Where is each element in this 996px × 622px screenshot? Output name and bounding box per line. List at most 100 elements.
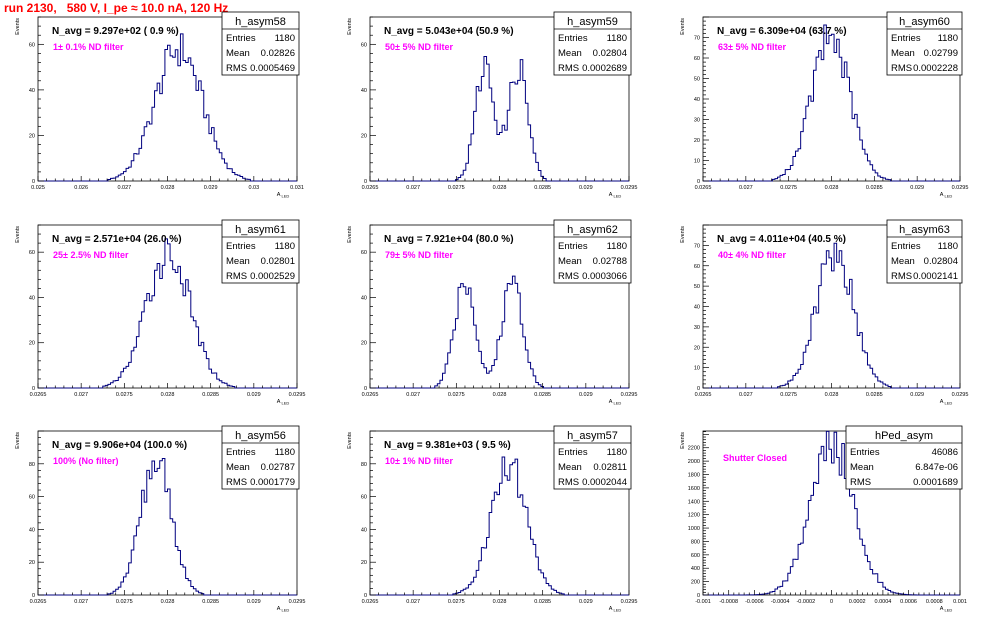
x-tick-label: 0.0275 <box>780 392 797 398</box>
x-tick-label: 0.029 <box>910 185 924 191</box>
stats-box-frame <box>221 425 300 490</box>
stats-box-frame <box>886 11 963 76</box>
y-axis-title: Events <box>15 432 21 449</box>
x-tick-label: 0.0285 <box>202 392 219 398</box>
y-tick-label: 60 <box>361 495 367 501</box>
y-tick-label: 30 <box>694 325 700 331</box>
y-tick-label: 1200 <box>688 513 700 519</box>
y-tick-label: 50 <box>694 284 700 290</box>
x-tick-label: 0.027 <box>739 392 753 398</box>
x-tick-label: 0.0265 <box>362 392 379 398</box>
y-tick-label: 80 <box>29 462 35 468</box>
x-tick-label: 0.026 <box>74 185 88 191</box>
stats-box-title: h_asym56 <box>235 430 286 442</box>
x-tick-label: -0.0008 <box>719 599 738 605</box>
y-tick-label: 60 <box>29 250 35 256</box>
y-tick-label: 40 <box>361 295 367 301</box>
stats-label: Mean <box>558 256 582 267</box>
stats-value: 0.0001689 <box>913 477 958 488</box>
y-tick-label: 70 <box>694 243 700 249</box>
stats-value: 0.0002141 <box>913 271 958 282</box>
x-tick-label: 0.0275 <box>448 392 465 398</box>
x-tick-label: 0.028 <box>161 392 175 398</box>
x-tick-label: 0.029 <box>247 599 261 605</box>
stats-box: h_asym63 Entries 1180 Mean 0.02804 RMS 0.00021… <box>886 219 963 284</box>
y-tick-label: 40 <box>694 305 700 311</box>
navg-label: N_avg = 2.571e+04 (26.0 %) <box>52 234 182 245</box>
x-tick-label: 0.027 <box>739 185 753 191</box>
x-tick-label: 0.0295 <box>289 599 306 605</box>
x-tick-label: 0.029 <box>247 392 261 398</box>
y-axis-title: Events <box>15 18 21 35</box>
x-tick-label: 0.0285 <box>202 599 219 605</box>
stats-label: Mean <box>891 256 915 267</box>
stats-label: Mean <box>558 48 582 59</box>
stats-label: Entries <box>558 33 588 44</box>
y-tick-label: 40 <box>29 295 35 301</box>
stats-label: Mean <box>558 462 582 473</box>
stats-box-title: h_asym58 <box>235 16 286 28</box>
y-tick-label: 20 <box>29 560 35 566</box>
filter-label: 25± 2.5% ND filter <box>53 250 129 260</box>
navg-label: N_avg = 9.381e+03 ( 9.5 %) <box>384 440 511 451</box>
y-tick-label: 1000 <box>688 526 700 532</box>
x-tick-label: 0.027 <box>117 185 131 191</box>
stats-box-frame <box>221 11 300 76</box>
x-axis-title: A LED <box>940 399 953 406</box>
stats-box-frame <box>553 425 632 490</box>
y-tick-label: 40 <box>361 527 367 533</box>
y-tick-label: 60 <box>694 264 700 270</box>
stats-value: 0.02826 <box>261 48 295 59</box>
x-tick-label: 0.001 <box>953 599 967 605</box>
stats-box: h_asym58 Entries 1180 Mean 0.02826 RMS 0.00054… <box>221 11 300 76</box>
x-axis-title: A LED <box>277 192 290 199</box>
x-tick-label: 0.0275 <box>448 599 465 605</box>
x-tick-label: 0.0295 <box>952 185 969 191</box>
x-tick-label: -0.0002 <box>796 599 815 605</box>
y-axis-title: Events <box>680 18 686 35</box>
y-tick-label: 60 <box>694 56 700 62</box>
x-tick-label: 0.025 <box>31 185 45 191</box>
run-title: run 2130, 580 V, I_pe ≈ 10.0 nA, 120 Hz <box>4 1 229 15</box>
x-tick-label: 0.0285 <box>534 185 551 191</box>
x-tick-label: 0.028 <box>493 599 507 605</box>
x-tick-label: 0.0002 <box>849 599 866 605</box>
x-tick-label: 0.0265 <box>362 185 379 191</box>
stats-label: RMS <box>891 271 912 282</box>
stats-value: 0.0002529 <box>250 271 295 282</box>
x-axis-title: A LED <box>940 606 953 613</box>
stats-value: 46086 <box>932 447 958 458</box>
navg-label: N_avg = 6.309e+04 (63.7 %) <box>717 26 847 37</box>
x-tick-label: 0.0275 <box>116 599 133 605</box>
y-tick-label: 0 <box>697 179 700 185</box>
x-tick-label: 0.0285 <box>866 185 883 191</box>
stats-value: 1180 <box>607 241 627 252</box>
stats-value: 0.0005469 <box>250 63 295 74</box>
panel-h_asym58: 0.025 0.026 0.027 0.028 0.029 0.03 0.031 0 20 40 6… <box>15 11 304 199</box>
stats-value: 1180 <box>275 33 295 44</box>
y-tick-label: 60 <box>361 250 367 256</box>
y-tick-label: 50 <box>694 77 700 83</box>
stats-label: RMS <box>558 477 579 488</box>
stats-label: Entries <box>226 241 256 252</box>
filter-label: 100% (No filter) <box>53 456 119 466</box>
stats-label: Entries <box>558 241 588 252</box>
stats-value: 0.02811 <box>593 462 627 473</box>
y-axis-title: Events <box>347 226 353 243</box>
stats-box-title: h_asym57 <box>567 430 618 442</box>
stats-box-frame <box>553 11 632 76</box>
y-tick-label: 40 <box>361 88 367 94</box>
y-tick-label: 1400 <box>688 499 700 505</box>
y-tick-label: 0 <box>697 386 700 392</box>
y-tick-label: 0 <box>364 593 367 599</box>
y-tick-label: 40 <box>29 88 35 94</box>
x-tick-label: 0.0265 <box>362 599 379 605</box>
x-tick-label: 0.0295 <box>289 392 306 398</box>
x-tick-label: 0.0265 <box>30 392 47 398</box>
filter-label: 40± 4% ND filter <box>718 250 786 260</box>
x-axis-title: A LED <box>277 606 290 613</box>
stats-label: Entries <box>891 241 921 252</box>
stats-value: 0.0002689 <box>582 63 627 74</box>
panel-h_asym56: 0.0265 0.027 0.0275 0.028 0.0285 0.029 0.0295 0… <box>15 425 306 613</box>
x-tick-label: 0.029 <box>204 185 218 191</box>
